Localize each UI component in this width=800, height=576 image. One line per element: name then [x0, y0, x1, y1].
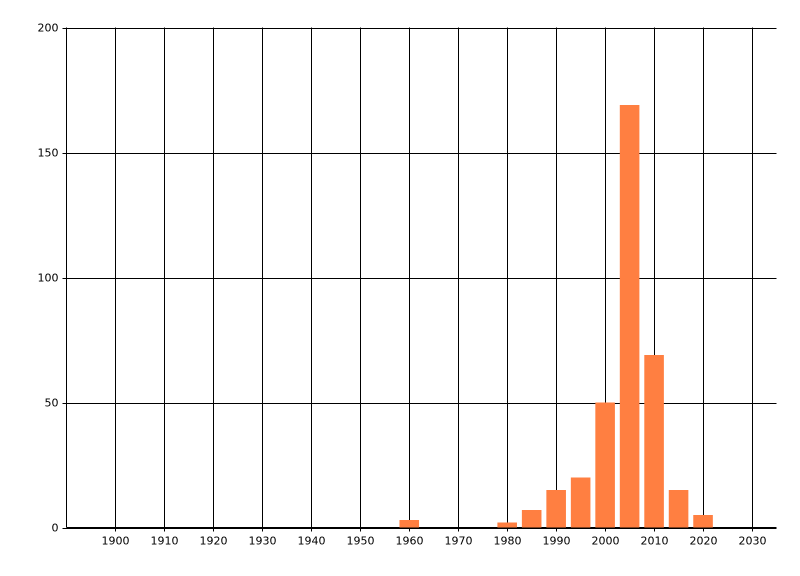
x-tick-label: 2000: [592, 535, 620, 548]
x-tick-label: 2020: [690, 535, 718, 548]
x-tick-label: 1950: [347, 535, 375, 548]
bar: [497, 522, 517, 528]
bar: [668, 490, 689, 528]
x-tick-label: 1930: [249, 535, 277, 548]
bar: [570, 477, 591, 528]
y-tick-label: 50: [45, 397, 59, 410]
bar: [693, 515, 713, 528]
x-tick-label: 1940: [298, 535, 326, 548]
y-tick-label: 0: [52, 522, 59, 535]
x-tick-label: 1920: [200, 535, 228, 548]
x-tick-label: 1980: [494, 535, 522, 548]
x-tick-label: 1910: [151, 535, 179, 548]
x-tick-label: 1900: [102, 535, 130, 548]
bar: [644, 355, 664, 528]
bar: [595, 402, 615, 528]
x-tick-label: 1990: [543, 535, 571, 548]
x-tick-label: 2030: [739, 535, 767, 548]
y-tick-label: 200: [38, 22, 59, 35]
x-tick-label: 1960: [396, 535, 424, 548]
y-tick-label: 100: [38, 272, 59, 285]
bar: [546, 490, 566, 528]
bar: [619, 105, 640, 528]
bar: [399, 520, 420, 528]
bar: [521, 510, 542, 528]
x-tick-label: 1970: [445, 535, 473, 548]
x-tick-label: 2010: [641, 535, 669, 548]
y-tick-label: 150: [38, 147, 59, 160]
